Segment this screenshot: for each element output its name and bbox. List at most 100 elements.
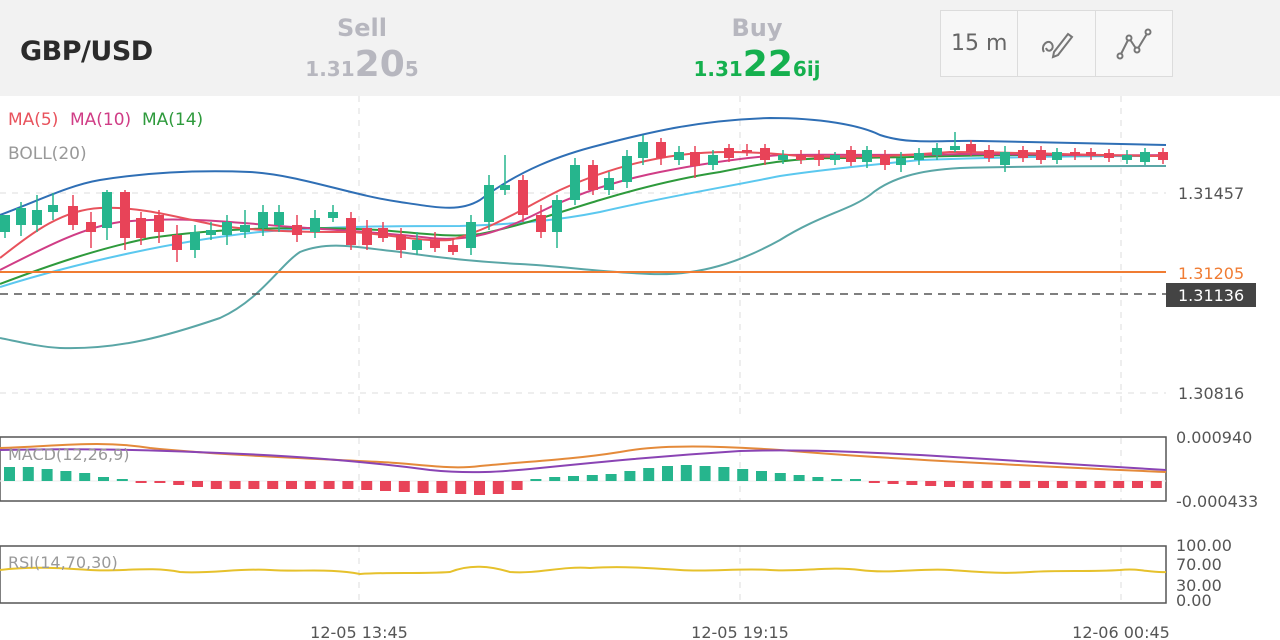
draw-tool-button[interactable] xyxy=(1018,11,1096,76)
macd-bar xyxy=(868,481,880,483)
macd-bar xyxy=(511,481,523,490)
indicator-tool-button[interactable] xyxy=(1096,11,1172,76)
rsi-tick-30: 30.00 xyxy=(1176,576,1222,595)
candle-body xyxy=(656,142,666,158)
candlestick-chart[interactable]: MA(5) MA(10) MA(14) BOLL(20) 1.31457 1.3… xyxy=(0,96,1280,640)
candle-body xyxy=(292,225,302,235)
candle-body xyxy=(814,155,824,160)
sell-quote[interactable]: Sell 1.31205 xyxy=(262,14,462,85)
macd-bar xyxy=(22,467,34,481)
candle-body xyxy=(430,240,440,248)
macd-top-tick: 0.000940 xyxy=(1176,428,1252,447)
macd-bar xyxy=(812,477,824,481)
candle-body xyxy=(120,192,130,238)
macd-bar xyxy=(850,479,861,481)
candle-body xyxy=(518,180,528,215)
ma10-legend: MA(10) xyxy=(70,110,131,130)
macd-dif-line xyxy=(0,448,1167,474)
macd-bar xyxy=(586,475,598,481)
rsi-panel xyxy=(0,545,1167,604)
candle-body xyxy=(1158,152,1168,160)
macd-bar xyxy=(380,481,391,491)
macd-bar xyxy=(1019,481,1031,488)
candle-body xyxy=(880,155,890,165)
candle-body xyxy=(1140,152,1150,162)
candle-body xyxy=(136,218,146,238)
macd-bar xyxy=(192,481,203,487)
macd-bar xyxy=(455,481,467,494)
candle-body xyxy=(448,245,458,252)
boll-legend: BOLL(20) xyxy=(8,144,87,164)
macd-bar xyxy=(568,476,579,481)
macd-bar xyxy=(549,477,561,481)
candle-body xyxy=(950,146,960,150)
candle-body xyxy=(724,148,734,158)
candle-body xyxy=(914,153,924,160)
candle-body xyxy=(690,152,700,166)
macd-bar xyxy=(793,475,805,481)
candle-body xyxy=(896,158,906,165)
macd-bar xyxy=(1150,481,1162,488)
candle-body xyxy=(588,165,598,190)
candle-body xyxy=(258,212,268,228)
sell-price: 1.31205 xyxy=(305,44,419,85)
macd-bar xyxy=(831,479,843,481)
candle-body xyxy=(796,155,806,160)
macd-dea-line xyxy=(0,442,1167,473)
candle-body xyxy=(830,155,840,160)
ma14-legend: MA(14) xyxy=(142,110,203,130)
macd-bar xyxy=(1132,481,1143,488)
macd-bar xyxy=(737,469,749,481)
candle-body xyxy=(1052,152,1062,160)
macd-bar xyxy=(60,471,72,481)
candle-body xyxy=(310,218,320,232)
candle-body xyxy=(1086,152,1096,156)
candle-body xyxy=(570,165,580,200)
candle-body xyxy=(484,185,494,222)
macd-bar xyxy=(398,481,410,492)
candle-body xyxy=(0,215,10,232)
chart-toolbar: 15 m xyxy=(940,10,1173,77)
candle-body xyxy=(396,235,406,250)
timeframe-button[interactable]: 15 m xyxy=(941,11,1019,76)
candle-body xyxy=(862,150,872,162)
candle-body xyxy=(412,240,422,250)
macd-bar xyxy=(417,481,429,493)
macd-bar xyxy=(887,481,899,484)
buy-quote[interactable]: Buy 1.31226ij xyxy=(657,14,857,85)
quote-header: GBP/USD Sell 1.31205 Buy 1.31226ij 15 m xyxy=(0,0,1280,96)
macd-bar xyxy=(173,481,185,485)
macd-bar xyxy=(1094,481,1106,488)
candle-body xyxy=(984,150,994,158)
macd-bar xyxy=(116,479,128,481)
macd-bar xyxy=(474,481,485,495)
candle-body xyxy=(778,155,788,160)
candle-body xyxy=(172,235,182,250)
candle-body xyxy=(1018,150,1028,158)
macd-bar xyxy=(605,474,617,481)
candle-body xyxy=(16,208,26,225)
time-tick-1: 12-05 13:45 xyxy=(310,623,408,640)
macd-bar xyxy=(756,471,767,481)
macd-bar xyxy=(662,466,673,481)
price-tick-2: 1.30816 xyxy=(1178,384,1244,403)
candle-body xyxy=(1070,152,1080,155)
currency-pair[interactable]: GBP/USD xyxy=(20,36,153,67)
macd-bar xyxy=(323,481,335,489)
macd-bar xyxy=(361,481,373,490)
macd-bar xyxy=(154,481,166,483)
macd-bar xyxy=(680,465,692,481)
rsi-tick-100: 100.00 xyxy=(1176,536,1232,555)
buy-price: 1.31226ij xyxy=(693,44,821,85)
boll-mid-line xyxy=(0,155,1167,288)
macd-bar xyxy=(774,473,786,481)
candle-body xyxy=(536,215,546,232)
candle-body xyxy=(86,222,96,232)
candle-body xyxy=(32,210,42,225)
candle-body xyxy=(1036,150,1046,160)
macd-bar xyxy=(229,481,241,489)
macd-bar xyxy=(718,467,730,481)
candle-body xyxy=(240,225,250,232)
candle-body xyxy=(760,148,770,160)
candle-body xyxy=(1000,152,1010,165)
